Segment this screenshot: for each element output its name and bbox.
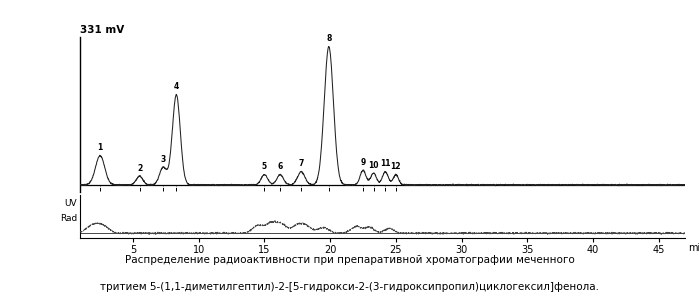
Text: 7: 7 xyxy=(298,159,304,168)
Text: 2: 2 xyxy=(137,163,142,173)
Text: 3: 3 xyxy=(161,155,166,164)
Text: 8: 8 xyxy=(326,34,331,43)
Text: Распределение радиоактивности при препаративной хроматографии меченного: Распределение радиоактивности при препар… xyxy=(124,255,575,265)
Text: UV: UV xyxy=(65,199,78,208)
Text: 11: 11 xyxy=(380,159,391,168)
Text: Rad: Rad xyxy=(60,214,78,224)
Text: 4: 4 xyxy=(174,82,179,91)
Text: 10: 10 xyxy=(368,161,379,170)
Text: 9: 9 xyxy=(361,158,366,167)
Text: min: min xyxy=(688,243,699,253)
Text: 1: 1 xyxy=(97,143,103,152)
Text: 331 mV: 331 mV xyxy=(80,25,124,35)
Text: 5: 5 xyxy=(262,162,267,171)
Text: тритием 5-(1,1-диметилгептил)-2-[5-гидрокси-2-(3-гидроксипропил)циклогексил]фено: тритием 5-(1,1-диметилгептил)-2-[5-гидро… xyxy=(100,282,599,292)
Text: 12: 12 xyxy=(391,162,401,171)
Text: 6: 6 xyxy=(278,162,283,171)
